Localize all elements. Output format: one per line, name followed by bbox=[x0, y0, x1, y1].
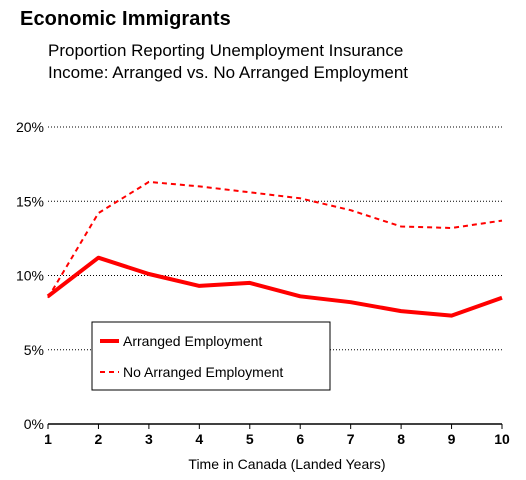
y-tick-label: 15% bbox=[16, 193, 44, 209]
chart-subtitle: Proportion Reporting Unemployment Insura… bbox=[48, 40, 408, 84]
legend-box bbox=[91, 321, 331, 391]
legend-label-arranged: Arranged Employment bbox=[123, 333, 262, 349]
legend-label-no-arranged: No Arranged Employment bbox=[123, 364, 283, 380]
x-tick-label: 5 bbox=[246, 431, 254, 447]
y-tick-label: 5% bbox=[24, 342, 44, 358]
x-tick-label: 2 bbox=[95, 431, 103, 447]
y-tick-label: 10% bbox=[16, 268, 44, 284]
chart-title: Economic Immigrants bbox=[20, 8, 231, 30]
gridlines bbox=[48, 126, 502, 351]
x-tick-label: 6 bbox=[296, 431, 304, 447]
x-tick-label: 3 bbox=[145, 431, 153, 447]
axes bbox=[47, 423, 503, 429]
x-tick-labels: 1 2 3 4 5 6 7 8 9 10 bbox=[44, 431, 510, 447]
series-lines bbox=[46, 180, 503, 318]
y-tick-labels: 0% 5% 10% 15% 20% bbox=[16, 119, 44, 432]
x-tick-label: 9 bbox=[448, 431, 456, 447]
chart-subtitle-line-1: Proportion Reporting Unemployment Insura… bbox=[48, 41, 404, 60]
x-axis-label: Time in Canada (Landed Years) bbox=[188, 456, 385, 472]
x-tick-label: 4 bbox=[195, 431, 203, 447]
x-tick-label: 10 bbox=[494, 431, 510, 447]
x-tick-label: 7 bbox=[347, 431, 355, 447]
y-tick-label: 20% bbox=[16, 119, 44, 135]
x-tick-label: 8 bbox=[397, 431, 405, 447]
chart-subtitle-line-2: Income: Arranged vs. No Arranged Employm… bbox=[48, 63, 409, 82]
series-line-no-arranged bbox=[47, 180, 503, 299]
x-tick-label: 1 bbox=[44, 431, 52, 447]
legend: Arranged Employment No Arranged Employme… bbox=[91, 321, 331, 391]
series-line-arranged bbox=[46, 255, 503, 318]
y-tick-label: 0% bbox=[24, 416, 44, 432]
